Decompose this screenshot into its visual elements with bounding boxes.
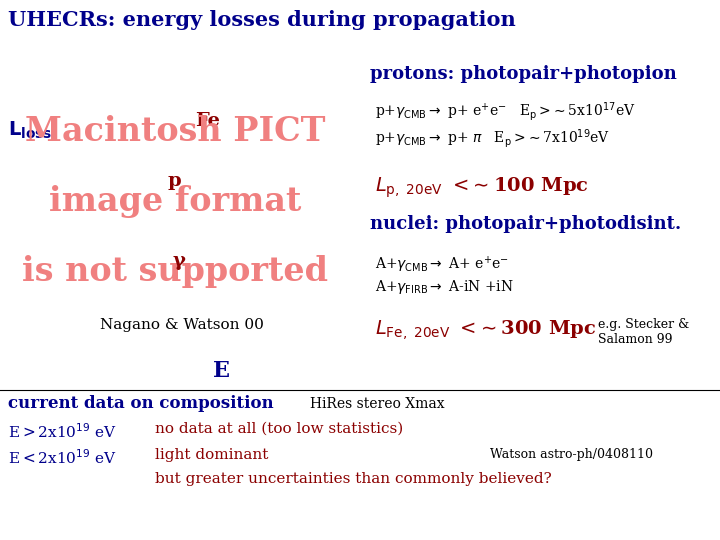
Text: e.g. Stecker &
Salamon 99: e.g. Stecker & Salamon 99 bbox=[598, 318, 689, 346]
Text: image format: image format bbox=[49, 185, 301, 218]
Text: HiRes stereo Xmax: HiRes stereo Xmax bbox=[310, 397, 445, 411]
Text: $L_{\rm p,\ 20eV}$ $<\!\sim$100 Mpc: $L_{\rm p,\ 20eV}$ $<\!\sim$100 Mpc bbox=[375, 175, 589, 199]
Text: Watson astro-ph/0408110: Watson astro-ph/0408110 bbox=[490, 448, 653, 461]
Text: p: p bbox=[168, 172, 181, 190]
Text: p+$\gamma_{\rm CMB}$$\rightarrow$ p+ e$^{+}$e$^{-}$   E$_{\rm p}$$>\!\sim$5x10$^: p+$\gamma_{\rm CMB}$$\rightarrow$ p+ e$^… bbox=[375, 100, 636, 123]
Text: $\mathbf{L}_{\mathbf{loss}}$: $\mathbf{L}_{\mathbf{loss}}$ bbox=[8, 120, 53, 141]
Text: current data on composition: current data on composition bbox=[8, 395, 274, 412]
Text: but greater uncertainties than commonly believed?: but greater uncertainties than commonly … bbox=[155, 472, 552, 486]
Text: Nagano & Watson 00: Nagano & Watson 00 bbox=[100, 318, 264, 332]
Text: Macintosh PICT: Macintosh PICT bbox=[24, 115, 325, 148]
Text: light dominant: light dominant bbox=[155, 448, 269, 462]
Text: A+$\gamma_{\rm FIRB}$$\rightarrow$ A-iN +iN: A+$\gamma_{\rm FIRB}$$\rightarrow$ A-iN … bbox=[375, 278, 514, 296]
Text: is not supported: is not supported bbox=[22, 255, 328, 288]
Text: p+$\gamma_{\rm CMB}$$\rightarrow$ p+ $\pi$   E$_{\rm p}$$>\!\sim$7x10$^{19}$eV: p+$\gamma_{\rm CMB}$$\rightarrow$ p+ $\p… bbox=[375, 127, 610, 150]
Text: Fe: Fe bbox=[195, 112, 220, 130]
Text: E: E bbox=[213, 360, 230, 382]
Text: E$>$2x10$^{19}$ eV: E$>$2x10$^{19}$ eV bbox=[8, 422, 117, 441]
Text: nuclei: photopair+photodisint.: nuclei: photopair+photodisint. bbox=[370, 215, 681, 233]
Text: E$<$2x10$^{19}$ eV: E$<$2x10$^{19}$ eV bbox=[8, 448, 117, 467]
Text: γ: γ bbox=[173, 252, 186, 270]
Text: protons: photopair+photopion: protons: photopair+photopion bbox=[370, 65, 677, 83]
Text: A+$\gamma_{\rm CMB}$$\rightarrow$ A+ e$^{+}$e$^{-}$: A+$\gamma_{\rm CMB}$$\rightarrow$ A+ e$^… bbox=[375, 255, 509, 275]
Text: UHECRs: energy losses during propagation: UHECRs: energy losses during propagation bbox=[8, 10, 516, 30]
Text: $L_{\rm Fe,\ 20eV}$ $<\!\sim$300 Mpc: $L_{\rm Fe,\ 20eV}$ $<\!\sim$300 Mpc bbox=[375, 318, 596, 342]
Text: no data at all (too low statistics): no data at all (too low statistics) bbox=[155, 422, 403, 436]
